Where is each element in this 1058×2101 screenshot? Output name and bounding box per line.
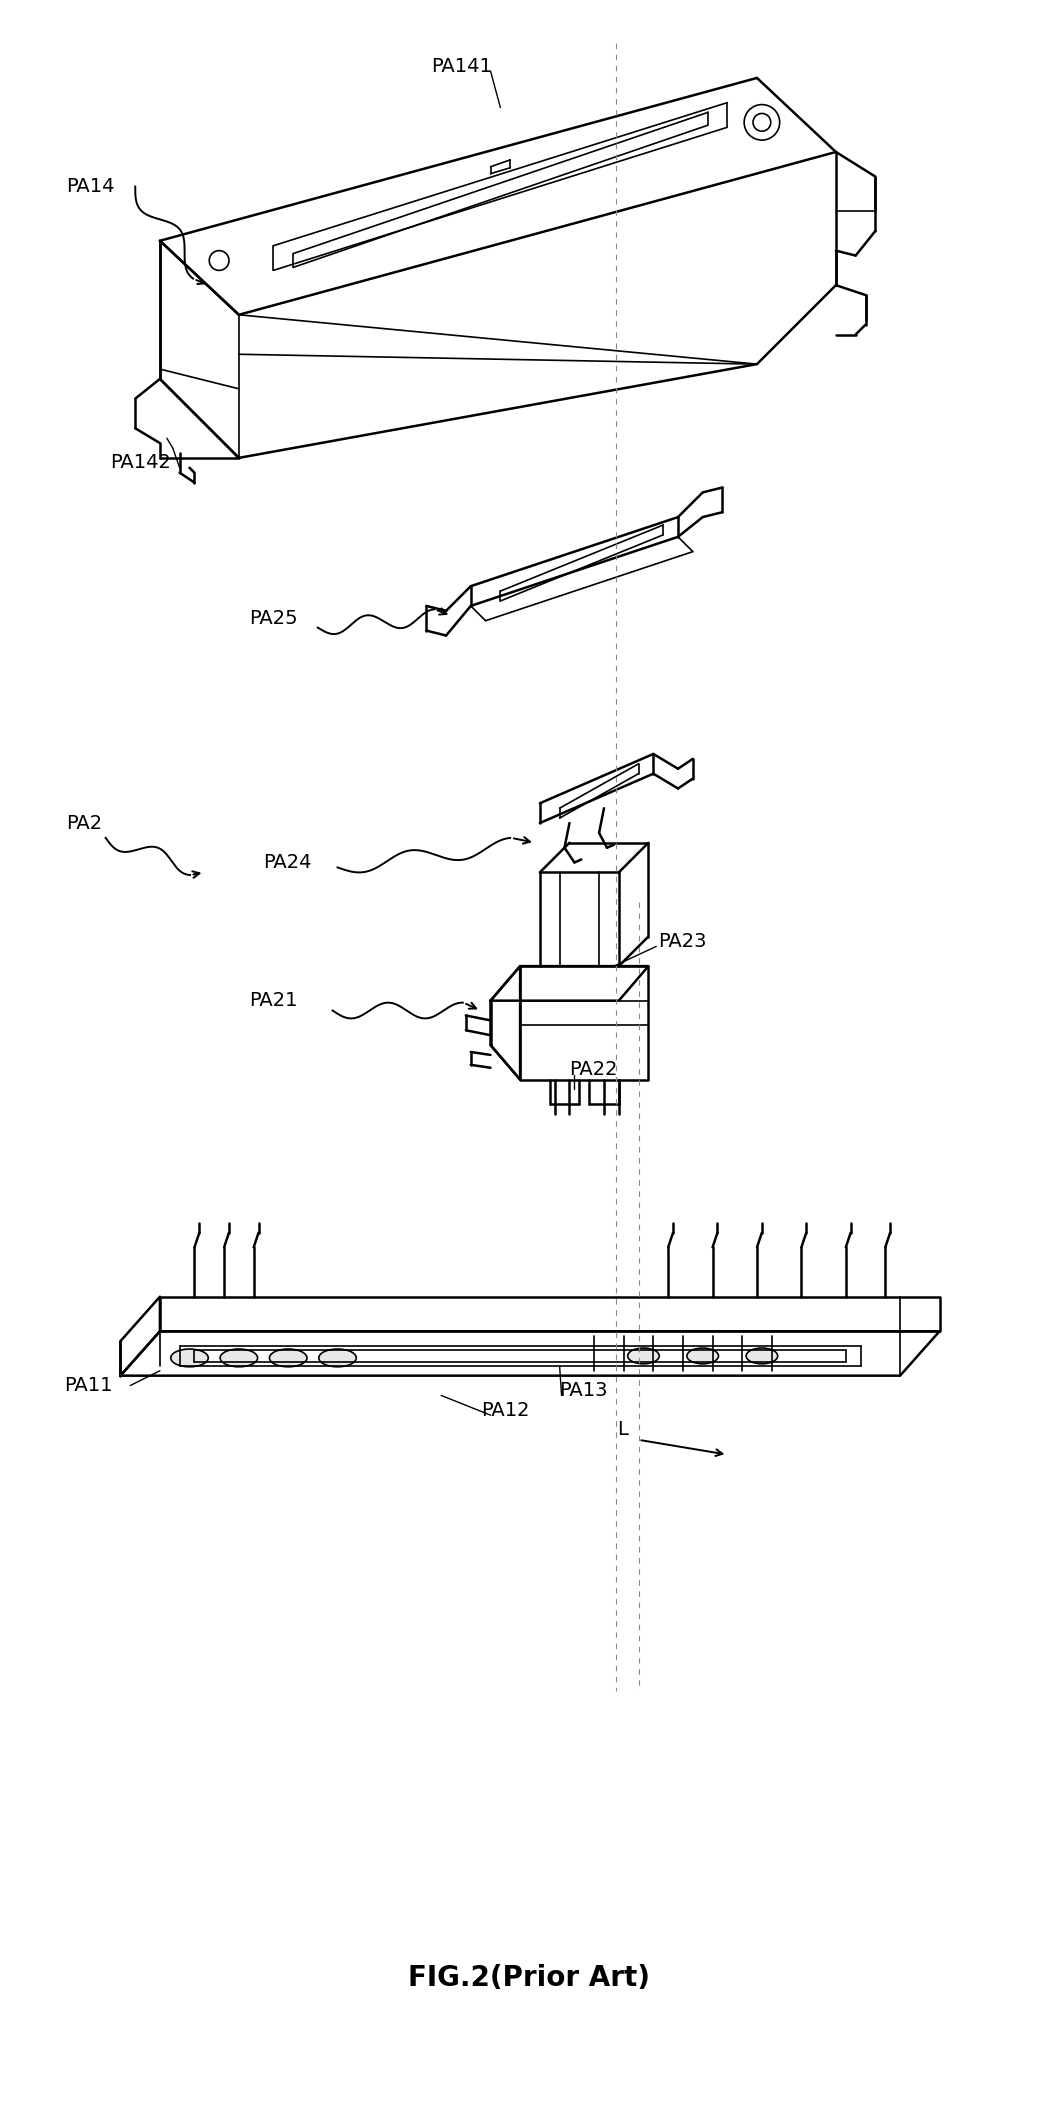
Ellipse shape [627, 1349, 659, 1364]
Text: PA13: PA13 [560, 1380, 608, 1399]
Ellipse shape [270, 1349, 307, 1368]
Text: PA14: PA14 [67, 176, 114, 195]
Text: PA24: PA24 [263, 853, 312, 872]
Ellipse shape [687, 1349, 718, 1364]
Text: L: L [617, 1420, 627, 1439]
Text: PA23: PA23 [658, 933, 707, 952]
Ellipse shape [170, 1349, 208, 1368]
Text: PA141: PA141 [432, 57, 492, 76]
Text: PA2: PA2 [67, 813, 103, 832]
Ellipse shape [746, 1349, 778, 1364]
Ellipse shape [318, 1349, 357, 1368]
Text: PA25: PA25 [249, 609, 297, 628]
Text: PA142: PA142 [111, 454, 171, 473]
Text: PA21: PA21 [249, 992, 297, 1011]
Ellipse shape [220, 1349, 257, 1368]
Text: PA11: PA11 [65, 1376, 113, 1395]
Text: FIG.2(Prior Art): FIG.2(Prior Art) [408, 1964, 650, 1992]
Text: PA22: PA22 [569, 1061, 618, 1080]
Text: PA12: PA12 [480, 1401, 529, 1420]
